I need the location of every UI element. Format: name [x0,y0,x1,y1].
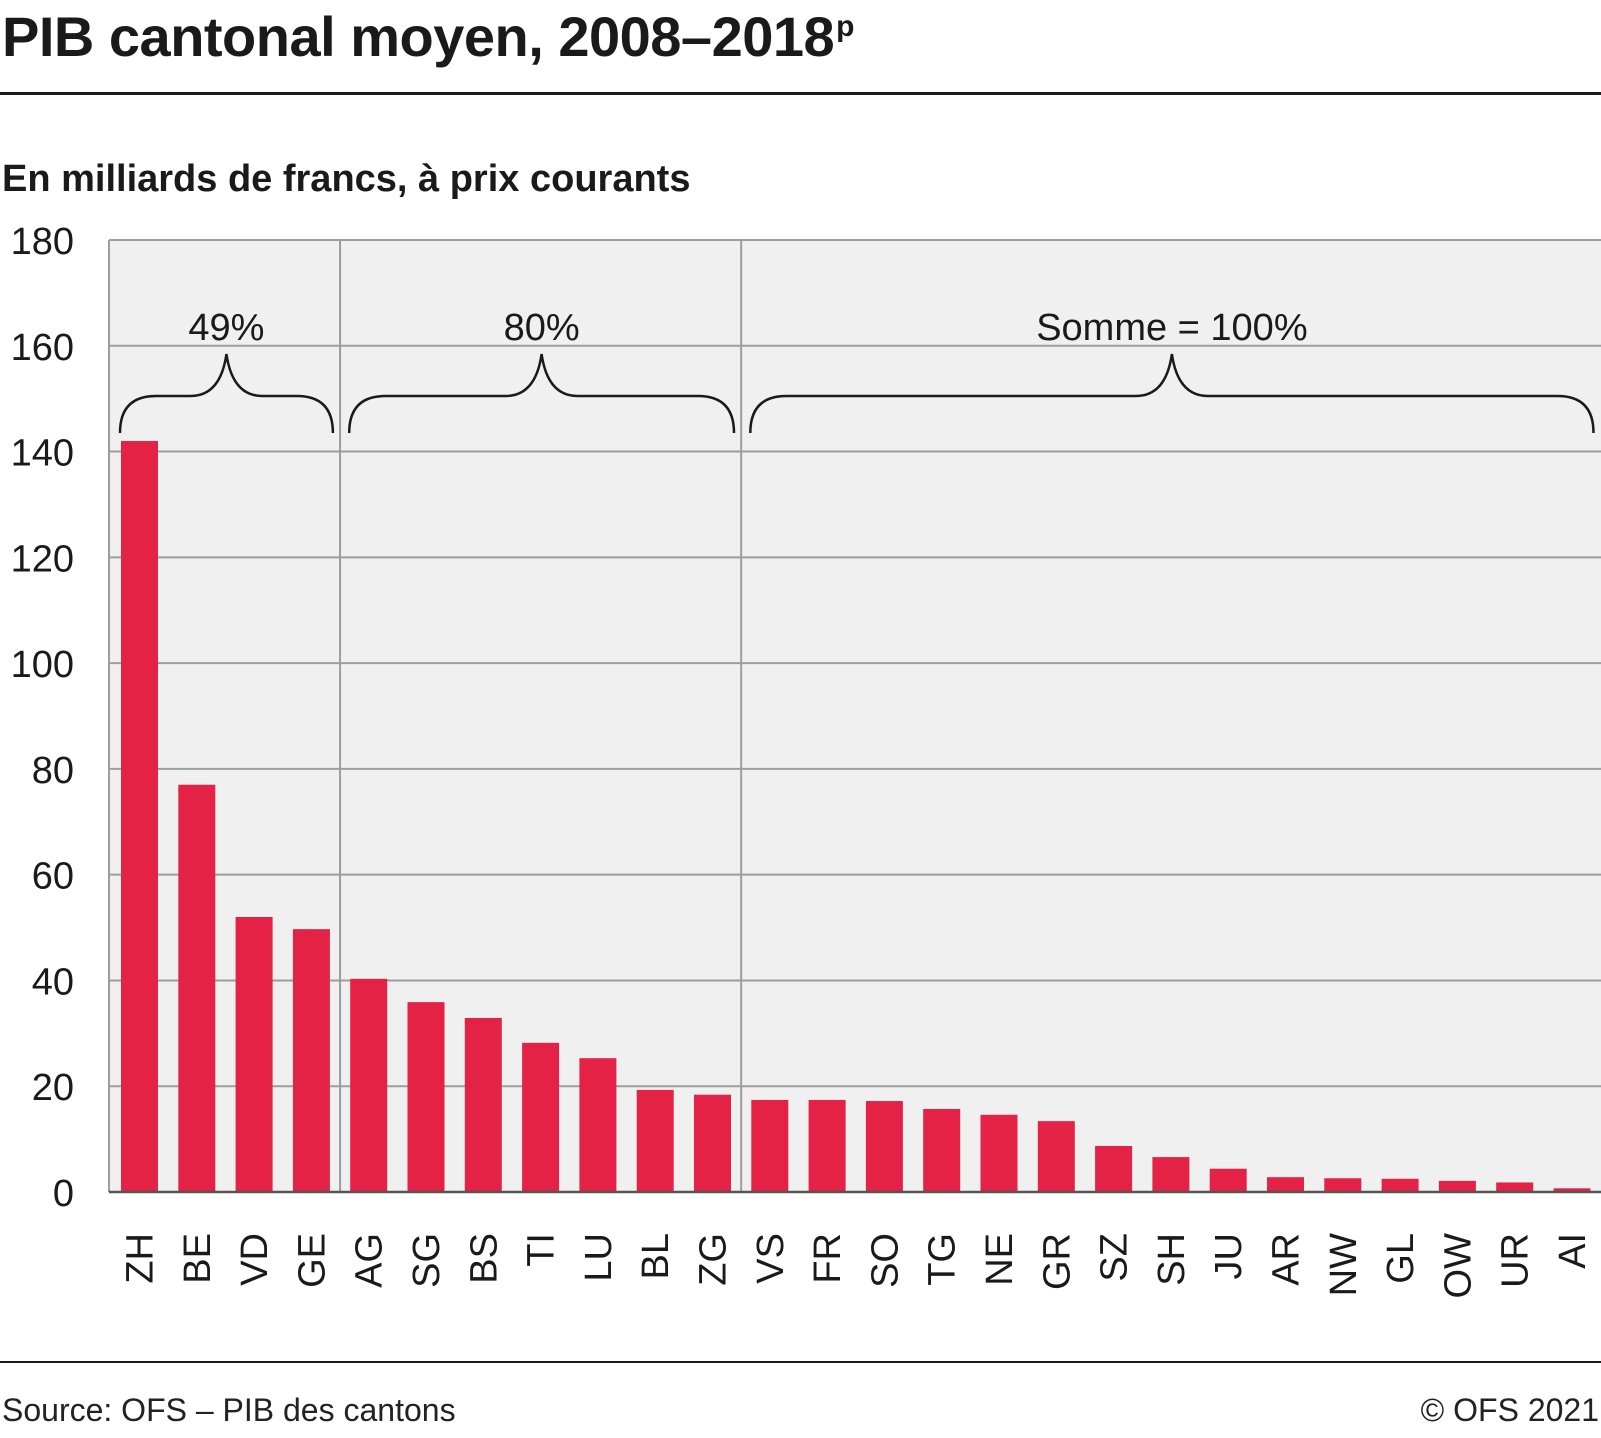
x-tick-label: BS [463,1233,505,1284]
x-tick-label: NW [1323,1233,1365,1296]
x-tick-label: BL [635,1233,677,1279]
y-tick-label: 20 [32,1067,74,1109]
bar-so [865,1101,903,1192]
bar-sg [407,1002,445,1192]
bar-zg [694,1094,731,1192]
group-brace [749,353,1595,434]
group-share-label: Somme = 100% [1036,307,1307,349]
group-brace [347,353,736,434]
x-tick-label: SG [406,1233,448,1288]
y-tick-label: 80 [32,750,74,792]
bar-vd [235,916,273,1192]
bar-nw [1324,1178,1362,1192]
footer-rule [0,1361,1601,1363]
y-tick-label: 140 [11,433,74,475]
y-tick-label: 120 [11,538,74,580]
x-tick-label: TG [922,1233,964,1286]
bar-ge [292,929,330,1192]
x-tick-label: BE [177,1233,219,1284]
bar-bl [636,1089,674,1192]
bar-vs [751,1099,789,1192]
source-note: Source: OFS – PIB des cantons [2,1392,456,1428]
x-tick-label: FR [807,1233,849,1284]
bar-lu [579,1058,617,1192]
x-tick-label: GE [291,1233,333,1288]
bar-sh [1152,1157,1190,1192]
bar-ag [350,978,388,1192]
x-tick-label: NE [979,1233,1021,1286]
y-tick-label: 60 [32,856,74,898]
x-tick-label: LU [578,1233,620,1282]
bar-sz [1095,1145,1133,1192]
y-tick-label: 0 [53,1173,74,1215]
y-tick-label: 180 [11,221,74,263]
y-tick-label: 100 [11,644,74,686]
bar-ai [1553,1188,1591,1192]
x-tick-label: VS [750,1233,792,1284]
x-tick-label: ZH [120,1233,162,1284]
x-tick-label: TI [521,1233,563,1267]
bar-fr [808,1099,846,1192]
plot-area [109,240,1601,1192]
title-rule [0,92,1601,95]
bar-ow [1438,1180,1476,1192]
x-tick-label: VD [234,1233,276,1286]
group-share-label: 80% [504,307,580,349]
bar-ne [980,1114,1018,1192]
y-tick-label: 160 [11,327,74,369]
x-tick-label: SZ [1094,1233,1136,1282]
title-superscript: p [836,10,854,43]
bar-gl [1381,1178,1419,1192]
group-brace [118,353,335,434]
bar-ju [1209,1168,1247,1192]
y-tick-label: 40 [32,961,74,1003]
x-tick-label: AG [349,1233,391,1288]
x-tick-label: AR [1266,1233,1308,1286]
x-tick-label: ZG [693,1233,735,1286]
chart-title: PIB cantonal moyen, 2008–2018p [2,4,854,69]
bar-ur [1496,1182,1534,1192]
bar-ar [1267,1177,1304,1192]
chart-subtitle: En milliards de francs, à prix courants [2,158,691,200]
x-tick-label: JU [1208,1233,1250,1279]
x-tick-label: GL [1380,1233,1422,1284]
bar-be [178,784,216,1192]
x-tick-label: OW [1437,1233,1479,1299]
bar-gr [1037,1121,1075,1192]
x-tick-label: GR [1036,1233,1078,1290]
bar-tg [923,1108,961,1192]
group-share-label: 49% [188,307,264,349]
x-tick-label: AI [1552,1233,1594,1269]
x-tick-label: UR [1495,1233,1537,1288]
bar-bs [464,1017,502,1192]
x-tick-label: SH [1151,1233,1193,1286]
chart-title-text: PIB cantonal moyen, 2008–2018 [2,5,835,68]
bar-ti [522,1042,560,1192]
bar-zh [121,440,158,1192]
x-tick-label: SO [864,1233,906,1288]
copyright-note: © OFS 2021 [1420,1392,1599,1428]
